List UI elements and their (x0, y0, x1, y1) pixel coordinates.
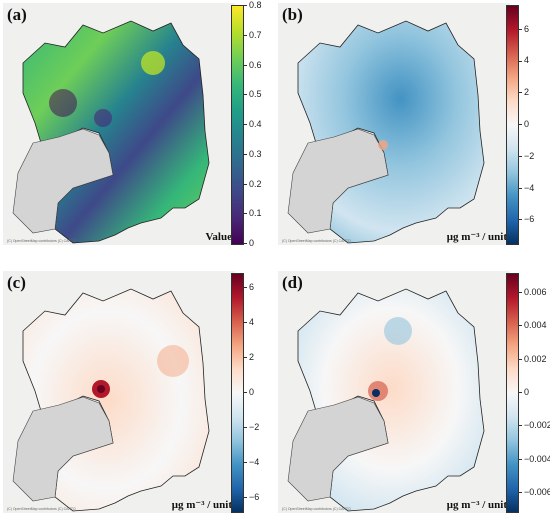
map-d: (d) (C) OpenStreetMap contributors (C) C… (278, 271, 510, 513)
map-c-svg (12, 288, 210, 512)
tick-d-1: 0.004 (519, 320, 547, 330)
credit-c: (C) OpenStreetMap contributors (C) CARTO (7, 507, 76, 511)
tick-b-4: −2 (519, 151, 534, 161)
map-c: (c) (C) OpenStreetMap contributors (C) C… (3, 271, 235, 513)
colorbar-d-ticks: 0.006 0.004 0.002 0 −0.002 −0.004 −0.006 (519, 273, 550, 511)
colorbar-a (231, 5, 244, 245)
panel-label-a: (a) (7, 5, 27, 24)
units-b: μg m⁻³ / unit (446, 231, 507, 243)
tick-d-0: 0.006 (519, 287, 547, 297)
tick-b-2: 2 (519, 87, 529, 97)
tick-c-1: 4 (244, 317, 254, 327)
tick-b-5: −4 (519, 183, 534, 193)
panel-b: (b) (C) OpenStreetMap contributors (C) C… (278, 3, 550, 248)
tick-a-3: 0.5 (244, 89, 262, 99)
tick-a-2: 0.6 (244, 60, 262, 70)
hotspot-c2 (97, 385, 105, 393)
tick-b-1: 4 (519, 55, 529, 65)
tick-d-6: −0.006 (519, 487, 550, 497)
tick-c-4: −2 (244, 422, 259, 432)
map-d-svg (287, 288, 485, 512)
map-b: (b) (C) OpenStreetMap contributors (C) C… (278, 3, 510, 245)
panel-label-d: (d) (282, 273, 303, 292)
hotspot-a2 (49, 89, 77, 117)
tick-a-6: 0.2 (244, 179, 262, 189)
colorbar-b-ticks: 6 4 2 0 −2 −4 −6 (519, 5, 550, 243)
tick-b-3: 0 (519, 119, 529, 129)
credit-d: (C) OpenStreetMap contributors (C) CARTO (282, 507, 351, 511)
tick-b-6: −6 (519, 214, 534, 224)
map-a: (a) (C) OpenStreetMap contributors (C) C… (3, 3, 235, 245)
tick-d-4: −0.002 (519, 420, 550, 430)
units-a: Value (205, 231, 233, 243)
tick-c-3: 0 (244, 387, 254, 397)
tick-c-5: −4 (244, 457, 259, 467)
hotspot-a1 (141, 51, 165, 75)
tick-c-2: 2 (244, 352, 254, 362)
panel-d: (d) (C) OpenStreetMap contributors (C) C… (278, 271, 550, 516)
tick-d-3: 0 (519, 387, 529, 397)
map-b-svg (287, 20, 485, 244)
units-d: μg m⁻³ / unit (446, 499, 507, 511)
tick-c-0: 6 (244, 282, 254, 292)
tick-a-5: 0.3 (244, 149, 262, 159)
panel-a: (a) (C) OpenStreetMap contributors (C) C… (3, 0, 278, 248)
bay-c (12, 396, 114, 502)
study-area-a (22, 20, 210, 244)
colorbar-a-ticks: 0.8 0.7 0.6 0.5 0.4 0.3 0.2 0.1 0 (244, 0, 284, 248)
study-area-c (22, 288, 210, 512)
credit-a: (C) OpenStreetMap contributors (C) CARTO (7, 239, 76, 243)
colorbar-c (231, 273, 244, 513)
hotspot-b1 (378, 140, 388, 150)
colorbar-c-ticks: 6 4 2 0 −2 −4 −6 (244, 273, 284, 511)
tick-a-0: 0.8 (244, 0, 262, 10)
hotspot-c3 (157, 345, 189, 377)
tick-c-6: −6 (244, 492, 259, 502)
tick-d-5: −0.004 (519, 454, 550, 464)
bay-a (12, 128, 114, 234)
panel-label-b: (b) (282, 5, 303, 24)
panel-c: (c) (C) OpenStreetMap contributors (C) C… (3, 271, 278, 516)
study-area-d (297, 288, 485, 512)
panel-label-c: (c) (7, 273, 26, 292)
hotspot-d3 (384, 317, 412, 345)
hotspot-d2 (372, 389, 380, 397)
bay-b (287, 128, 389, 234)
colorbar-d (506, 273, 519, 513)
colorbar-b (506, 5, 519, 245)
tick-a-7: 0.1 (244, 208, 262, 218)
map-a-svg (12, 20, 210, 244)
study-area-b (297, 20, 485, 244)
tick-d-2: 0.002 (519, 354, 547, 364)
credit-b: (C) OpenStreetMap contributors (C) CARTO (282, 239, 351, 243)
units-c: μg m⁻³ / unit (171, 499, 232, 511)
tick-a-4: 0.4 (244, 119, 262, 129)
bay-d (287, 396, 389, 502)
tick-a-1: 0.7 (244, 30, 262, 40)
hotspot-a3 (94, 109, 112, 127)
tick-b-0: 6 (519, 24, 529, 34)
tick-a-8: 0 (244, 238, 254, 248)
